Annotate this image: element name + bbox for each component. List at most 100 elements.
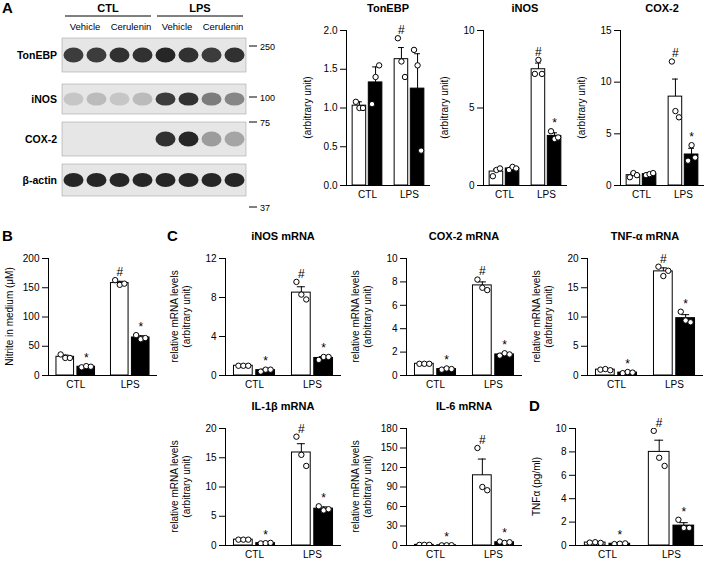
- svg-text:*: *: [502, 526, 507, 540]
- svg-text:*: *: [625, 357, 630, 371]
- svg-text:iNOS: iNOS: [31, 93, 57, 105]
- svg-text:relative mRNA levels: relative mRNA levels: [169, 270, 180, 362]
- svg-text:4: 4: [211, 331, 217, 342]
- svg-text:0: 0: [34, 370, 40, 381]
- svg-text:*: *: [683, 297, 688, 311]
- svg-text:Cerulenin: Cerulenin: [203, 21, 244, 32]
- svg-text:#: #: [479, 433, 486, 447]
- svg-text:relative mRNA levels: relative mRNA levels: [350, 270, 361, 362]
- svg-text:6: 6: [392, 300, 398, 311]
- svg-text:5: 5: [211, 510, 217, 521]
- svg-text:*: *: [321, 491, 326, 505]
- svg-text:90: 90: [386, 481, 398, 492]
- svg-text:150: 150: [23, 282, 40, 293]
- svg-text:β-actin: β-actin: [23, 174, 57, 186]
- svg-text:*: *: [681, 505, 686, 519]
- svg-text:0: 0: [561, 540, 567, 551]
- svg-text:2.0: 2.0: [324, 25, 338, 36]
- svg-text:10: 10: [463, 25, 475, 36]
- svg-text:2: 2: [561, 516, 567, 527]
- svg-text:CTL: CTL: [66, 379, 85, 390]
- svg-text:5: 5: [606, 128, 612, 139]
- svg-text:250: 250: [260, 42, 275, 52]
- svg-text:10: 10: [600, 76, 612, 87]
- svg-text:10: 10: [567, 311, 579, 322]
- svg-text:75: 75: [260, 118, 270, 128]
- svg-text:(arbitrary unit): (arbitrary unit): [362, 285, 373, 347]
- svg-text:LPS: LPS: [121, 379, 140, 390]
- svg-text:relative mRNA levels: relative mRNA levels: [350, 440, 361, 532]
- svg-text:LPS: LPS: [662, 549, 681, 560]
- svg-text:*: *: [689, 130, 694, 144]
- svg-text:#: #: [298, 267, 305, 281]
- svg-text:LPS: LPS: [484, 379, 503, 390]
- svg-text:15: 15: [567, 282, 579, 293]
- svg-text:5: 5: [469, 102, 475, 113]
- svg-text:0: 0: [469, 180, 475, 191]
- svg-text:#: #: [298, 422, 305, 436]
- svg-text:LPS: LPS: [303, 549, 322, 560]
- svg-text:60: 60: [386, 501, 398, 512]
- svg-text:10: 10: [205, 481, 217, 492]
- svg-text:5: 5: [573, 340, 579, 351]
- svg-text:15: 15: [600, 25, 612, 36]
- svg-text:(arbitrary unit): (arbitrary unit): [302, 76, 313, 138]
- svg-text:10: 10: [386, 253, 398, 264]
- svg-text:8: 8: [211, 292, 217, 303]
- svg-text:*: *: [263, 354, 268, 368]
- svg-text:(arbitrary unit): (arbitrary unit): [181, 455, 192, 517]
- svg-text:#: #: [398, 23, 405, 37]
- svg-text:(arbitrary unit): (arbitrary unit): [543, 285, 554, 347]
- svg-text:37: 37: [260, 203, 270, 213]
- svg-text:0: 0: [211, 370, 217, 381]
- svg-text:6: 6: [561, 470, 567, 481]
- svg-text:CTL: CTL: [97, 2, 119, 14]
- svg-text:0: 0: [211, 540, 217, 551]
- svg-text:4: 4: [392, 323, 398, 334]
- svg-text:*: *: [263, 528, 268, 542]
- svg-text:*: *: [138, 320, 143, 334]
- svg-text:LPS: LPS: [484, 549, 503, 560]
- svg-text:CTL: CTL: [358, 189, 377, 200]
- svg-text:CTL: CTL: [426, 379, 445, 390]
- svg-text:CTL: CTL: [245, 549, 264, 560]
- svg-text:relative mRNA levels: relative mRNA levels: [531, 270, 542, 362]
- svg-text:TonEBP: TonEBP: [17, 49, 57, 61]
- svg-text:CTL: CTL: [598, 549, 617, 560]
- svg-text:CTL: CTL: [245, 379, 264, 390]
- svg-text:*: *: [444, 530, 449, 544]
- svg-text:1.5: 1.5: [324, 63, 338, 74]
- svg-text:Vehicle: Vehicle: [70, 21, 101, 32]
- svg-text:2: 2: [392, 346, 398, 357]
- svg-text:180: 180: [381, 423, 398, 434]
- svg-text:Cerulenin: Cerulenin: [111, 21, 152, 32]
- svg-text:30: 30: [386, 520, 398, 531]
- svg-text:(arbitrary unit): (arbitrary unit): [439, 76, 450, 138]
- svg-text:CTL: CTL: [632, 189, 651, 200]
- svg-text:*: *: [502, 338, 507, 352]
- svg-text:0: 0: [606, 180, 612, 191]
- svg-text:0: 0: [392, 370, 398, 381]
- svg-text:15: 15: [205, 452, 217, 463]
- svg-text:*: *: [84, 351, 89, 365]
- svg-text:TNFα (pg/ml): TNFα (pg/ml): [531, 457, 542, 516]
- svg-text:(arbitrary unit): (arbitrary unit): [362, 455, 373, 517]
- svg-text:LPS: LPS: [665, 379, 684, 390]
- svg-text:120: 120: [381, 462, 398, 473]
- svg-text:20: 20: [567, 253, 579, 264]
- svg-text:CTL: CTL: [426, 549, 445, 560]
- svg-text:#: #: [656, 416, 663, 430]
- svg-text:12: 12: [205, 253, 217, 264]
- svg-text:#: #: [660, 252, 667, 266]
- svg-text:LPS: LPS: [400, 189, 419, 200]
- svg-text:4: 4: [561, 493, 567, 504]
- svg-text:#: #: [116, 265, 123, 279]
- svg-text:8: 8: [392, 276, 398, 287]
- svg-text:50: 50: [28, 340, 40, 351]
- svg-text:100: 100: [23, 311, 40, 322]
- svg-text:*: *: [617, 528, 622, 542]
- svg-text:1.0: 1.0: [324, 102, 338, 113]
- svg-text:10: 10: [555, 423, 567, 434]
- svg-text:0.5: 0.5: [324, 141, 338, 152]
- svg-text:200: 200: [23, 253, 40, 264]
